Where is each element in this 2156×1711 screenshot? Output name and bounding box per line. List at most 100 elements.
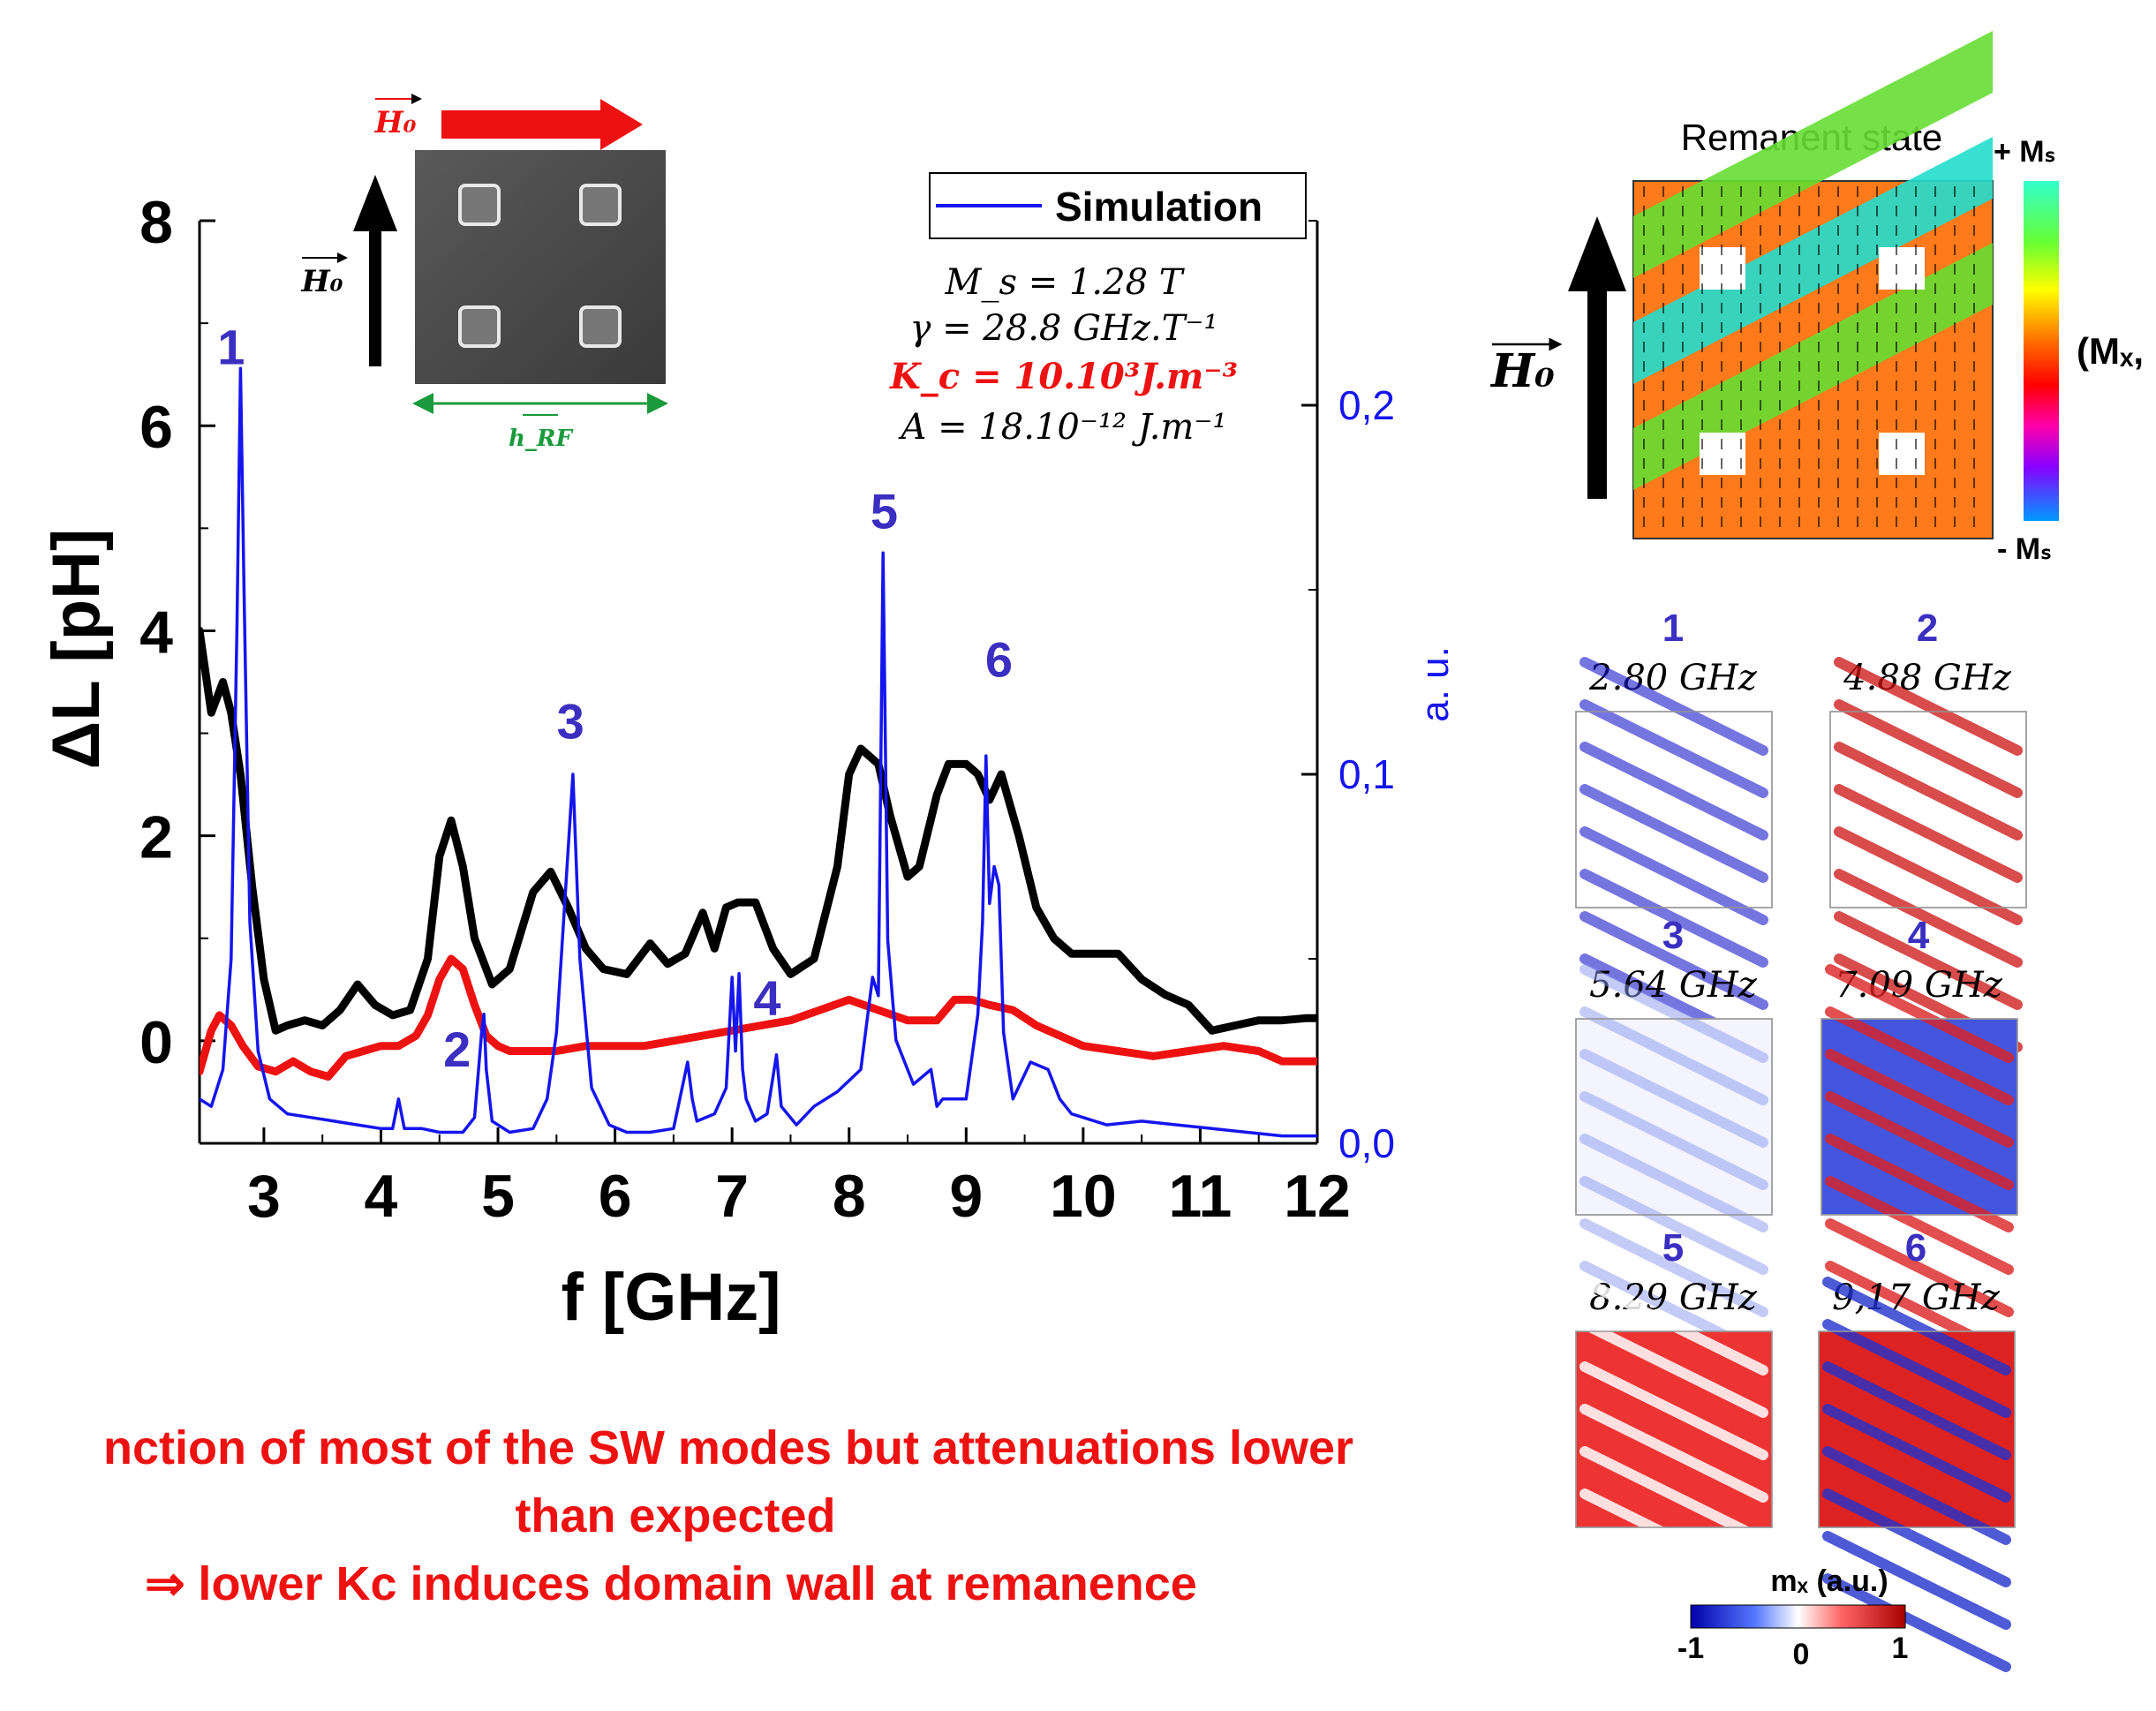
mx-colorbar-bar — [1690, 1604, 1906, 1629]
peak-label-4: 4 — [753, 970, 780, 1026]
mode-stripe — [1579, 1091, 1768, 1190]
colorbar-axis-label: (Mₓ, — [2077, 330, 2144, 372]
x-tick-label: 7 — [715, 1163, 749, 1230]
legend-label-simulation: Simulation — [1055, 184, 1263, 230]
y2-tick-label: 0,1 — [1338, 751, 1395, 797]
hrf-label: h_RF — [509, 426, 574, 452]
red-arrow-shaft — [441, 110, 605, 139]
mode-stripe — [1579, 1006, 1768, 1105]
remanent-hole — [1700, 247, 1745, 290]
series-measured-red — [200, 954, 1317, 1081]
peak-label-5: 5 — [871, 483, 898, 539]
mode-stripe — [1579, 657, 1768, 756]
conclusion-line-1: nction of most of the SW modes but atten… — [103, 1421, 1353, 1474]
x-tick-label: 3 — [247, 1163, 281, 1230]
remanent-domain-band — [1633, 31, 1993, 278]
mode-map-border — [1575, 1330, 1773, 1528]
mode-map-border — [1575, 1018, 1773, 1216]
y2-axis-label: a. u. — [1413, 646, 1457, 722]
y-axis-label: ΔL [pH] — [39, 529, 114, 770]
mode-map-border — [1575, 711, 1773, 908]
remanent-hole — [1879, 247, 1925, 290]
mode-stripe — [1825, 1091, 2014, 1190]
x-tick-label: 4 — [365, 1163, 398, 1230]
mode-map-border — [1818, 1330, 2016, 1528]
sem-image — [415, 150, 666, 384]
mode-map-border — [1829, 711, 2027, 908]
mx-tick-minus1: -1 — [1677, 1632, 1704, 1665]
peak-label-6: 6 — [985, 632, 1013, 688]
inset-h0-top-label: H₀ — [373, 105, 416, 140]
mode-stripe — [1834, 869, 2023, 968]
mode-number-4: 4 — [1908, 914, 1930, 957]
mode-stripe — [1822, 1361, 2011, 1460]
colorbar-minus-label: - Mₛ — [1997, 532, 2052, 566]
x-tick-label: 8 — [833, 1163, 866, 1230]
sem-dots — [458, 184, 622, 348]
mode-map-border — [1821, 1018, 2018, 1216]
legend: Simulation — [929, 172, 1307, 239]
x-tick-label: 9 — [949, 1163, 983, 1230]
mode-stripe — [1834, 784, 2023, 883]
mode-stripe — [1579, 869, 1768, 968]
param-gamma: γ = 28.8 GHz.T⁻¹ — [909, 308, 1217, 349]
mode-number-2: 2 — [1917, 607, 1938, 650]
mode-stripe — [1579, 784, 1768, 883]
conclusion: nction of most of the SW modes but atten… — [103, 1421, 1353, 1610]
remanent-panel: Remanent state H₀ + Mₛ - Mₛ (Mₓ, — [1489, 31, 2144, 566]
mode-stripe — [1579, 1049, 1768, 1148]
mx-colorbar: mₓ (a.u.) -1 0 1 — [1677, 1564, 1909, 1671]
mode-stripe — [1579, 742, 1768, 840]
remanent-map — [1632, 31, 1994, 539]
remanent-hole — [1879, 433, 1925, 475]
series-simulation — [200, 366, 1317, 1138]
y-tick-label: 8 — [139, 189, 173, 256]
y-tick-label: 6 — [139, 394, 173, 461]
mode-stripe — [1579, 826, 1768, 925]
sem-antidot — [579, 305, 622, 348]
mode-stripe — [1579, 1176, 1768, 1275]
mode-number-3: 3 — [1662, 914, 1684, 957]
sem-antidot — [458, 184, 501, 226]
mode-stripe — [1579, 1361, 1768, 1460]
sem-antidot — [458, 305, 501, 348]
mode-stripe — [1825, 1218, 2014, 1317]
mode-stripe — [1579, 1319, 1768, 1418]
y-tick-label: 4 — [139, 599, 173, 666]
black-arrow-head — [353, 175, 397, 231]
parameter-block: M_s = 1.28 T γ = 28.8 GHz.T⁻¹ K_c = 10.1… — [889, 262, 1238, 448]
y-tick-label: 2 — [139, 804, 173, 871]
remanent-h0-arrow-shaft — [1587, 287, 1607, 499]
peak-label-2: 2 — [443, 1021, 471, 1077]
y2-tick-label: 0,2 — [1338, 382, 1395, 428]
mode-stripe — [1834, 699, 2023, 798]
sem-inset: H₀ H₀ h_RF — [300, 94, 668, 452]
mode-stripe — [1579, 1277, 1768, 1376]
mode-stripe — [1822, 1319, 2011, 1418]
mode-stripe — [1825, 1006, 2014, 1105]
inset-h0-left-label: H₀ — [300, 264, 343, 299]
mode-stripe — [1822, 1531, 2011, 1630]
mode-stripe — [1579, 1489, 1768, 1587]
x-axis-label: f [GHz] — [561, 1260, 780, 1335]
mode-stripe — [1834, 657, 2023, 756]
param-kc: K_c = 10.10³J.m⁻³ — [889, 356, 1238, 397]
mode-stripe — [1822, 1573, 2011, 1672]
mode-stripe — [1579, 1218, 1768, 1317]
peak-labels: 1 2 3 4 5 6 — [217, 320, 1013, 1077]
param-ms: M_s = 1.28 T — [945, 262, 1186, 303]
mode-number-1: 1 — [1662, 607, 1684, 650]
x-tick-label: 10 — [1050, 1163, 1117, 1230]
remanent-hole — [1700, 433, 1745, 475]
x-tick-label: 6 — [599, 1163, 632, 1230]
y-tick-label: 0 — [139, 1009, 173, 1076]
param-a: A = 18.10⁻¹² J.m⁻¹ — [898, 407, 1227, 448]
mode-stripe — [1825, 1049, 2014, 1148]
mode-stripe — [1822, 1404, 2011, 1503]
mode-stripe — [1579, 1134, 1768, 1232]
